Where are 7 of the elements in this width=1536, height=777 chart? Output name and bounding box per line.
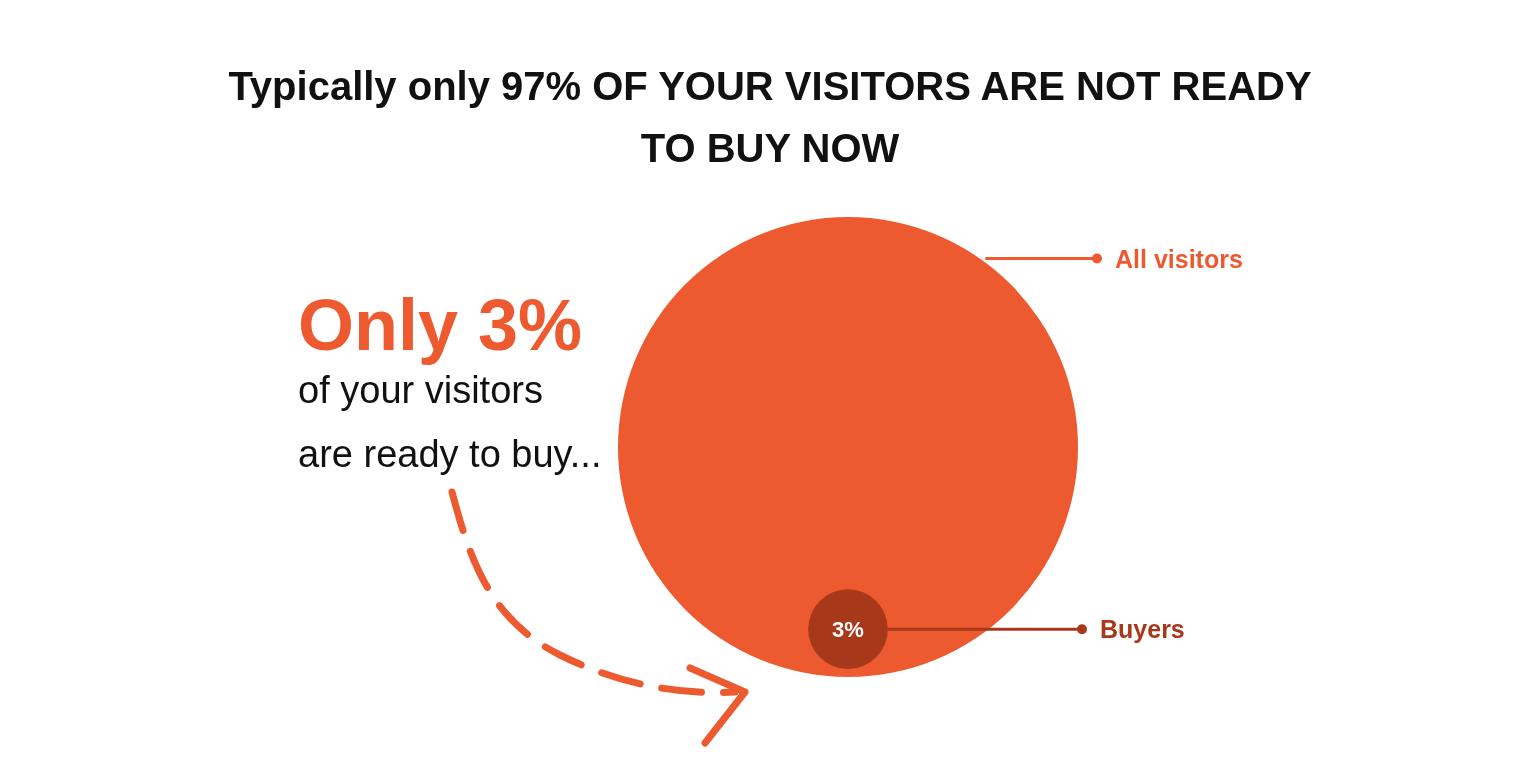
text: are ready to buy... (298, 433, 602, 475)
category-label: Buyers (1100, 615, 1185, 644)
text: Typically only 97% OF YOUR VISITORS ARE NOT READY TO BUY NOW (228, 64, 1312, 170)
text: of your visitors (298, 369, 543, 411)
text: Only 3% (298, 285, 583, 365)
data-label: 3% (832, 617, 864, 643)
category-label: All visitors (1115, 244, 1243, 273)
